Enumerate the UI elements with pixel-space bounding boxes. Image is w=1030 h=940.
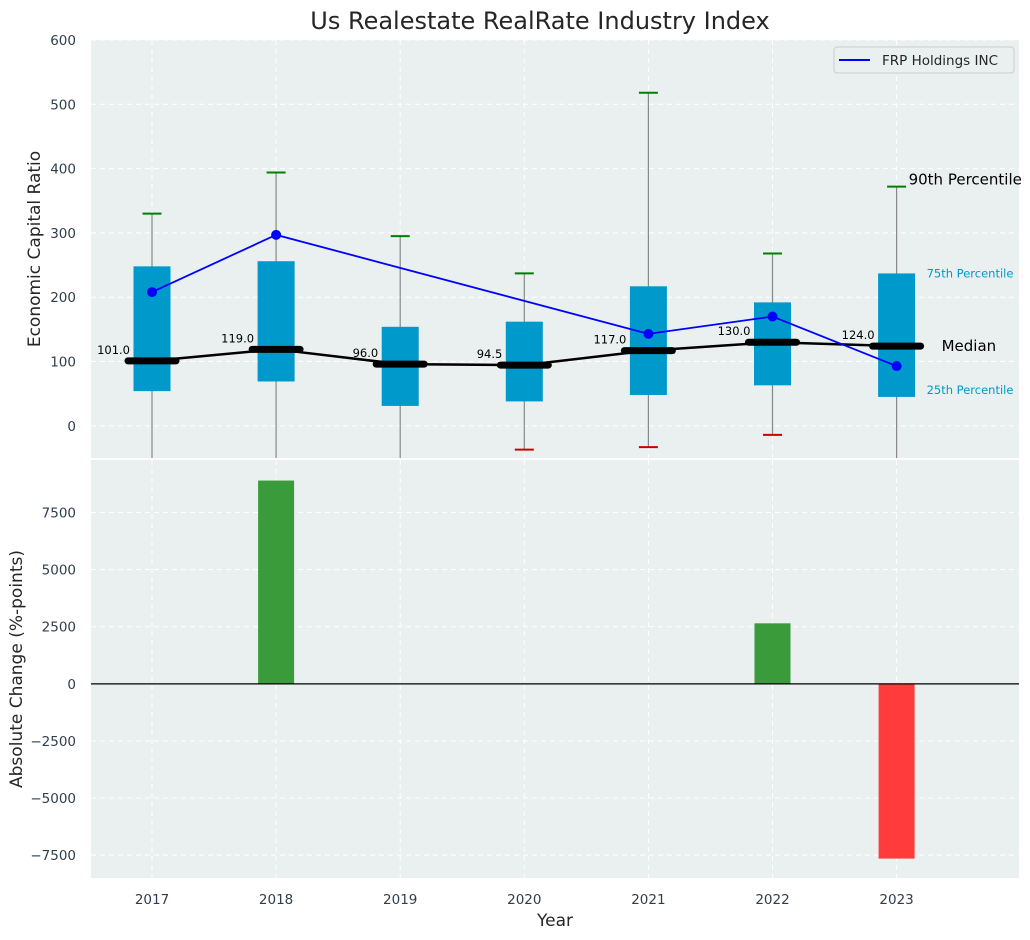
median-value-label: 101.0: [97, 343, 130, 357]
x-axis-label: Year: [536, 911, 573, 931]
annotation-90th-percentile: 90th Percentile: [909, 171, 1022, 189]
bottom-y-tick-label: 7500: [42, 506, 76, 522]
x-tick-label: 2018: [259, 892, 293, 908]
x-tick-label: 2021: [631, 892, 665, 908]
change-bar: [754, 623, 791, 684]
x-tick-label: 2019: [383, 892, 417, 908]
change-bar-group: [258, 480, 915, 859]
box-iqr: [505, 321, 543, 402]
x-tick-label: 2023: [879, 892, 913, 908]
percentile-annotations: 90th Percentile 75th Percentile Median 2…: [909, 171, 1022, 397]
top-y-tick-label: 400: [50, 162, 76, 178]
top-y-tick-label: 0: [67, 419, 76, 435]
chart-title: Us Realestate RealRate Industry Index: [310, 7, 769, 35]
change-bar: [258, 480, 295, 684]
bottom-y-tick-label: 2500: [42, 620, 76, 636]
median-value-label: 119.0: [221, 331, 254, 345]
annotation-25th-percentile: 25th Percentile: [927, 383, 1014, 397]
series-group: [147, 229, 902, 372]
legend-box: [833, 46, 1015, 74]
change-bar: [878, 683, 915, 859]
series-point: [891, 361, 902, 372]
median-value-label: 117.0: [593, 333, 626, 347]
series-point: [643, 328, 654, 339]
x-tick-label: 2017: [135, 892, 169, 908]
top-y-tick-label: 600: [50, 33, 76, 49]
bottom-y-tick-label: −7500: [30, 848, 76, 864]
series-point: [767, 311, 778, 322]
top-panel: 0 100 200 300 400 500 600 101.0 119.0 96.0 94.5 11…: [25, 33, 1022, 458]
median-group: 101.0 119.0 96.0 94.5 117.0 130.0 124.0: [97, 324, 925, 369]
bottom-y-axis-label: Absolute Change (%-points): [7, 550, 27, 788]
legend-label: FRP Holdings INC: [882, 53, 998, 69]
top-y-tick-label: 100: [50, 355, 76, 371]
x-tick-label: 2022: [755, 892, 789, 908]
series-point: [271, 229, 282, 240]
series-point: [147, 287, 157, 298]
bottom-y-tick-labels: −7500 −5000 −2500 0 2500 5000 7500: [30, 506, 76, 865]
top-y-tick-label: 500: [50, 97, 76, 113]
bottom-panel-background: [91, 460, 1019, 878]
median-value-label: 96.0: [353, 346, 379, 360]
annotation-median: Median: [942, 337, 997, 355]
bottom-y-tick-label: 5000: [42, 563, 76, 579]
bottom-y-tick-label: −5000: [30, 791, 76, 807]
box-iqr: [629, 286, 667, 395]
annotation-75th-percentile: 75th Percentile: [927, 266, 1014, 280]
top-y-tick-label: 300: [50, 226, 76, 242]
x-tick-label: 2020: [507, 892, 541, 908]
top-y-tick-labels: 0 100 200 300 400 500 600: [50, 33, 76, 435]
median-value-label: 94.5: [477, 347, 503, 361]
top-y-axis-label: Economic Capital Ratio: [25, 151, 45, 347]
bottom-y-tick-label: 0: [67, 677, 76, 693]
box-plot-group: [133, 91, 916, 458]
bottom-y-tick-label: −2500: [30, 734, 76, 750]
median-value-label: 130.0: [718, 324, 751, 338]
legend: FRP Holdings INC: [833, 46, 1015, 74]
box-iqr: [133, 266, 171, 392]
x-tick-labels: 2017 2018 2019 2020 2021 2022 2023: [135, 892, 914, 908]
box-iqr: [878, 273, 916, 397]
box-iqr: [257, 261, 295, 382]
top-y-tick-label: 200: [50, 290, 76, 306]
median-value-label: 124.0: [842, 328, 875, 342]
